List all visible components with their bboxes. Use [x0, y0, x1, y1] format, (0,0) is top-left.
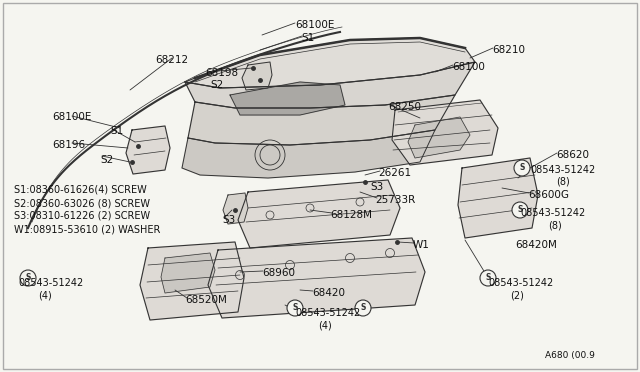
Text: (4): (4) — [318, 320, 332, 330]
Text: 26261: 26261 — [378, 168, 411, 178]
Text: S: S — [517, 205, 523, 215]
Text: 68960: 68960 — [262, 268, 295, 278]
Text: 08543-51242: 08543-51242 — [488, 278, 553, 288]
Text: 68420M: 68420M — [515, 240, 557, 250]
Circle shape — [20, 270, 36, 286]
Text: S: S — [360, 304, 365, 312]
Text: S: S — [485, 273, 491, 282]
Text: 68100: 68100 — [452, 62, 485, 72]
Text: 08543-51242: 08543-51242 — [530, 165, 595, 175]
Circle shape — [514, 160, 530, 176]
Text: S3: S3 — [222, 215, 236, 225]
Text: A680 (00.9: A680 (00.9 — [545, 351, 595, 360]
Text: (4): (4) — [38, 290, 52, 300]
Circle shape — [287, 300, 303, 316]
Text: S: S — [292, 304, 298, 312]
Text: 68420: 68420 — [312, 288, 345, 298]
Text: 68210: 68210 — [492, 45, 525, 55]
Text: 68196: 68196 — [52, 140, 85, 150]
Text: 08543-51242: 08543-51242 — [520, 208, 585, 218]
Polygon shape — [185, 38, 475, 88]
Polygon shape — [182, 130, 435, 178]
Text: S2: S2 — [100, 155, 113, 165]
Text: 08543-51242: 08543-51242 — [18, 278, 83, 288]
Text: 68250: 68250 — [388, 102, 421, 112]
Text: 68128M: 68128M — [330, 210, 372, 220]
Text: (8): (8) — [556, 177, 570, 187]
Text: W1: W1 — [413, 240, 430, 250]
Circle shape — [355, 300, 371, 316]
Polygon shape — [242, 62, 272, 90]
Polygon shape — [126, 126, 170, 174]
Polygon shape — [230, 82, 345, 115]
Text: S1: S1 — [301, 33, 314, 43]
Polygon shape — [223, 193, 248, 224]
Text: S3: S3 — [370, 182, 383, 192]
Polygon shape — [161, 253, 215, 293]
Text: 08543-51242: 08543-51242 — [295, 308, 360, 318]
Text: S3:08310-61226 (2) SCREW: S3:08310-61226 (2) SCREW — [14, 211, 150, 221]
Polygon shape — [185, 62, 475, 108]
Polygon shape — [238, 180, 400, 248]
Polygon shape — [140, 242, 244, 320]
Text: 68600G: 68600G — [528, 190, 569, 200]
Text: (8): (8) — [548, 220, 562, 230]
Polygon shape — [188, 95, 455, 145]
Text: 68100E: 68100E — [295, 20, 334, 30]
Text: 68198: 68198 — [205, 68, 238, 78]
Text: S2:08360-63026 (8) SCREW: S2:08360-63026 (8) SCREW — [14, 198, 150, 208]
Polygon shape — [408, 117, 470, 158]
Polygon shape — [208, 238, 425, 318]
Text: 68212: 68212 — [155, 55, 188, 65]
Text: 68100E: 68100E — [52, 112, 92, 122]
Polygon shape — [392, 100, 498, 165]
Text: S: S — [26, 273, 31, 282]
Text: 68620: 68620 — [556, 150, 589, 160]
Circle shape — [512, 202, 528, 218]
Polygon shape — [458, 158, 538, 238]
Text: 68520M: 68520M — [185, 295, 227, 305]
Text: S1:08360-61626(4) SCREW: S1:08360-61626(4) SCREW — [14, 185, 147, 195]
Text: W1:08915-53610 (2) WASHER: W1:08915-53610 (2) WASHER — [14, 224, 161, 234]
Text: S2: S2 — [210, 80, 223, 90]
Text: (2): (2) — [510, 290, 524, 300]
Text: S1: S1 — [110, 126, 124, 136]
Circle shape — [480, 270, 496, 286]
Text: S: S — [519, 164, 525, 173]
Text: 25733R: 25733R — [375, 195, 415, 205]
